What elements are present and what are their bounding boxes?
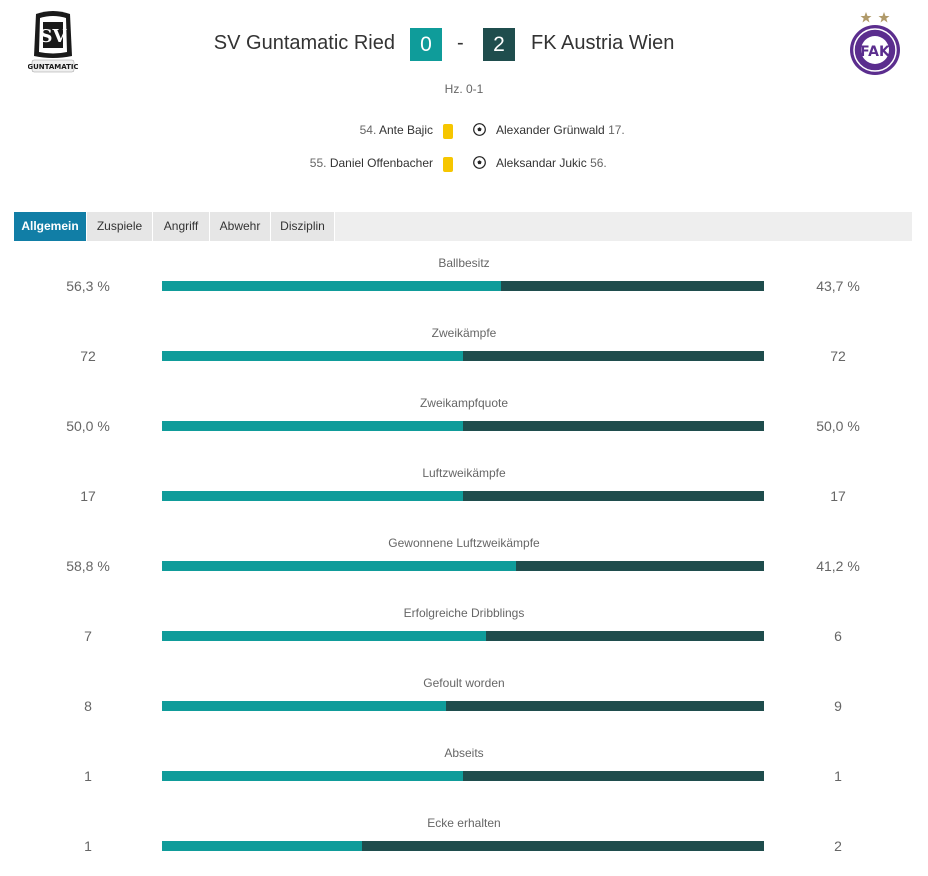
tab-angriff[interactable]: Angriff [153, 212, 210, 241]
svg-text:FAK: FAK [860, 44, 891, 60]
stat-row: Erfolgreiche Dribblings 7 6 [0, 606, 928, 676]
stat-row: Luftzweikämpfe 17 17 [0, 466, 928, 536]
stat-row: Zweikämpfe 72 72 [0, 326, 928, 396]
stat-bar-home-fill [162, 561, 516, 571]
stat-label: Erfolgreiche Dribblings [403, 606, 525, 620]
stat-bar [162, 281, 764, 291]
event-away-goal: Alexander Grünwald 17. [496, 123, 625, 137]
away-score: 2 [483, 28, 515, 61]
stat-home-value: 8 [84, 698, 92, 714]
yellow-card-icon [443, 124, 453, 139]
stat-label: Abseits [444, 746, 484, 760]
stat-bar-home-fill [162, 771, 463, 781]
home-team-name[interactable]: SV Guntamatic Ried [213, 32, 395, 54]
stat-home-value: 72 [80, 348, 96, 364]
event-player[interactable]: Alexander Grünwald [496, 123, 605, 137]
star-icon [878, 12, 890, 23]
stat-bar [162, 421, 764, 431]
stats-tab-bar: Allgemein Zuspiele Angriff Abwehr Diszip… [14, 212, 912, 241]
stat-bar [162, 841, 764, 851]
event-home-card: 54. Ante Bajic [133, 123, 433, 137]
stat-label: Gewonnene Luftzweikämpfe [388, 536, 540, 550]
stat-bar-home-fill [162, 491, 463, 501]
stat-away-value: 41,2 % [816, 558, 860, 574]
stat-row: Gefoult worden 8 9 [0, 676, 928, 746]
stat-label: Ecke erhalten [427, 816, 501, 830]
event-away-goal: Aleksandar Jukic 56. [496, 156, 607, 170]
stat-home-value: 58,8 % [66, 558, 110, 574]
tab-abwehr[interactable]: Abwehr [210, 212, 271, 241]
stat-bar-home-fill [162, 841, 363, 851]
football-icon [473, 123, 486, 136]
tab-zuspiele[interactable]: Zuspiele [87, 212, 153, 241]
event-minute: 56. [590, 156, 607, 170]
stat-away-value: 6 [834, 628, 842, 644]
yellow-card-icon [443, 157, 453, 172]
stat-home-value: 50,0 % [66, 418, 110, 434]
tab-allgemein[interactable]: Allgemein [14, 212, 87, 241]
stat-bar [162, 491, 764, 501]
score-separator: - [457, 32, 464, 54]
home-score: 0 [410, 28, 442, 61]
stat-away-value: 50,0 % [816, 418, 860, 434]
stat-label: Zweikämpfe [431, 326, 497, 340]
stat-bar [162, 561, 764, 571]
stat-bar-home-fill [162, 701, 446, 711]
stat-bar [162, 701, 764, 711]
stat-away-value: 1 [834, 768, 842, 784]
event-minute: 17. [608, 123, 625, 137]
stat-row: Ecke erhalten 1 2 [0, 816, 928, 876]
stat-label: Gefoult worden [423, 676, 505, 690]
event-minute: 54. [359, 123, 377, 137]
stat-home-value: 56,3 % [66, 278, 110, 294]
stat-away-value: 43,7 % [816, 278, 860, 294]
stat-bar [162, 631, 764, 641]
event-player[interactable]: Daniel Offenbacher [329, 156, 433, 170]
stat-label: Luftzweikämpfe [422, 466, 506, 480]
event-player[interactable]: Ante Bajic [378, 123, 433, 137]
svg-text:SV: SV [40, 26, 68, 47]
event-home-card: 55. Daniel Offenbacher [133, 156, 433, 170]
event-player[interactable]: Aleksandar Jukic [496, 156, 587, 170]
stat-home-value: 1 [84, 768, 92, 784]
stat-row: Zweikampfquote 50,0 % 50,0 % [0, 396, 928, 466]
event-minute: 55. [309, 156, 327, 170]
stat-away-value: 9 [834, 698, 842, 714]
stat-away-value: 72 [830, 348, 846, 364]
stat-row: Gewonnene Luftzweikämpfe 58,8 % 41,2 % [0, 536, 928, 606]
football-icon [473, 156, 486, 169]
stat-bar [162, 351, 764, 361]
match-header: SV GUNTAMATIC SV Guntamatic Ried 0 - 2 F… [0, 0, 928, 96]
stat-bar-home-fill [162, 631, 486, 641]
stat-home-value: 1 [84, 838, 92, 854]
stat-bar-home-fill [162, 281, 501, 291]
halftime-score: Hz. 0-1 [444, 82, 484, 96]
away-team-name[interactable]: FK Austria Wien [531, 32, 675, 54]
away-team-logo[interactable]: FAK [846, 8, 904, 76]
home-team-logo[interactable]: SV GUNTAMATIC [27, 10, 79, 76]
stat-home-value: 17 [80, 488, 96, 504]
stat-label: Zweikampfquote [419, 396, 509, 410]
stat-away-value: 2 [834, 838, 842, 854]
stat-bar-home-fill [162, 421, 463, 431]
tab-disziplin[interactable]: Disziplin [271, 212, 335, 241]
star-icon [860, 12, 872, 23]
stat-away-value: 17 [830, 488, 846, 504]
stat-bar-home-fill [162, 351, 463, 361]
stat-row: Abseits 1 1 [0, 746, 928, 816]
stat-bar [162, 771, 764, 781]
svg-text:GUNTAMATIC: GUNTAMATIC [28, 63, 78, 71]
stat-row: Ballbesitz 56,3 % 43,7 % [0, 256, 928, 326]
stat-label: Ballbesitz [438, 256, 490, 270]
stat-home-value: 7 [84, 628, 92, 644]
